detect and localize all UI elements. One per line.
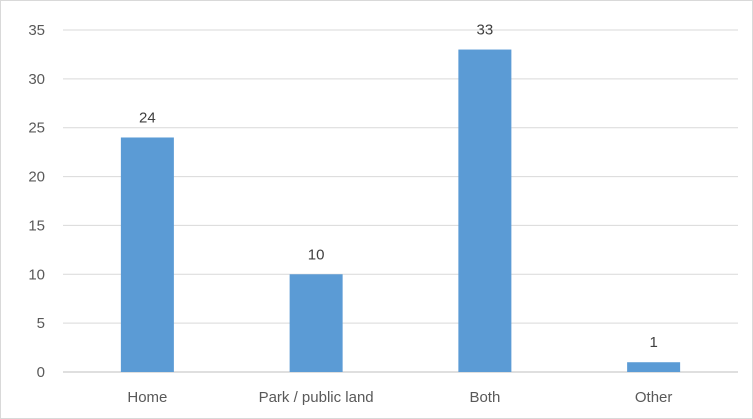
bar: [627, 362, 681, 372]
x-tick-label: Park / public land: [259, 389, 374, 406]
x-tick-label: Both: [469, 389, 500, 406]
y-tick-label: 20: [28, 169, 45, 186]
bar: [289, 274, 343, 372]
bar: [458, 49, 512, 373]
y-axis-tick-labels: 0 5 10 15 20 25 30 35: [28, 22, 45, 381]
y-tick-label: 5: [37, 315, 45, 332]
x-axis-tick-labels: Home Park / public land Both Other: [127, 389, 672, 406]
x-tick-label: Home: [127, 389, 167, 406]
data-labels: 24 10 33 1: [139, 22, 658, 352]
y-tick-label: 30: [28, 71, 45, 88]
data-label: 10: [308, 246, 325, 263]
gridlines: [63, 29, 738, 373]
bar: [120, 137, 174, 372]
data-label: 1: [649, 334, 657, 351]
bars: [120, 49, 681, 373]
data-label: 24: [139, 109, 156, 126]
x-tick-label: Other: [635, 389, 673, 406]
y-tick-label: 10: [28, 266, 45, 283]
y-tick-label: 15: [28, 217, 45, 234]
y-tick-label: 25: [28, 120, 45, 137]
y-tick-label: 35: [28, 22, 45, 39]
data-label: 33: [477, 22, 494, 39]
y-tick-label: 0: [37, 364, 45, 381]
